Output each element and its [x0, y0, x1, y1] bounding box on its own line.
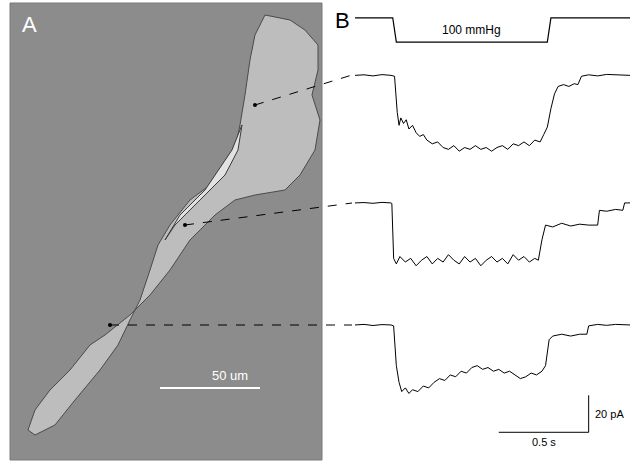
svg-text:50 um: 50 um [212, 368, 248, 383]
svg-text:A: A [22, 12, 37, 37]
svg-text:20 pA: 20 pA [595, 408, 624, 420]
svg-text:0.5 s: 0.5 s [532, 436, 556, 448]
svg-text:100 mmHg: 100 mmHg [442, 23, 501, 37]
svg-text:B: B [335, 8, 350, 33]
